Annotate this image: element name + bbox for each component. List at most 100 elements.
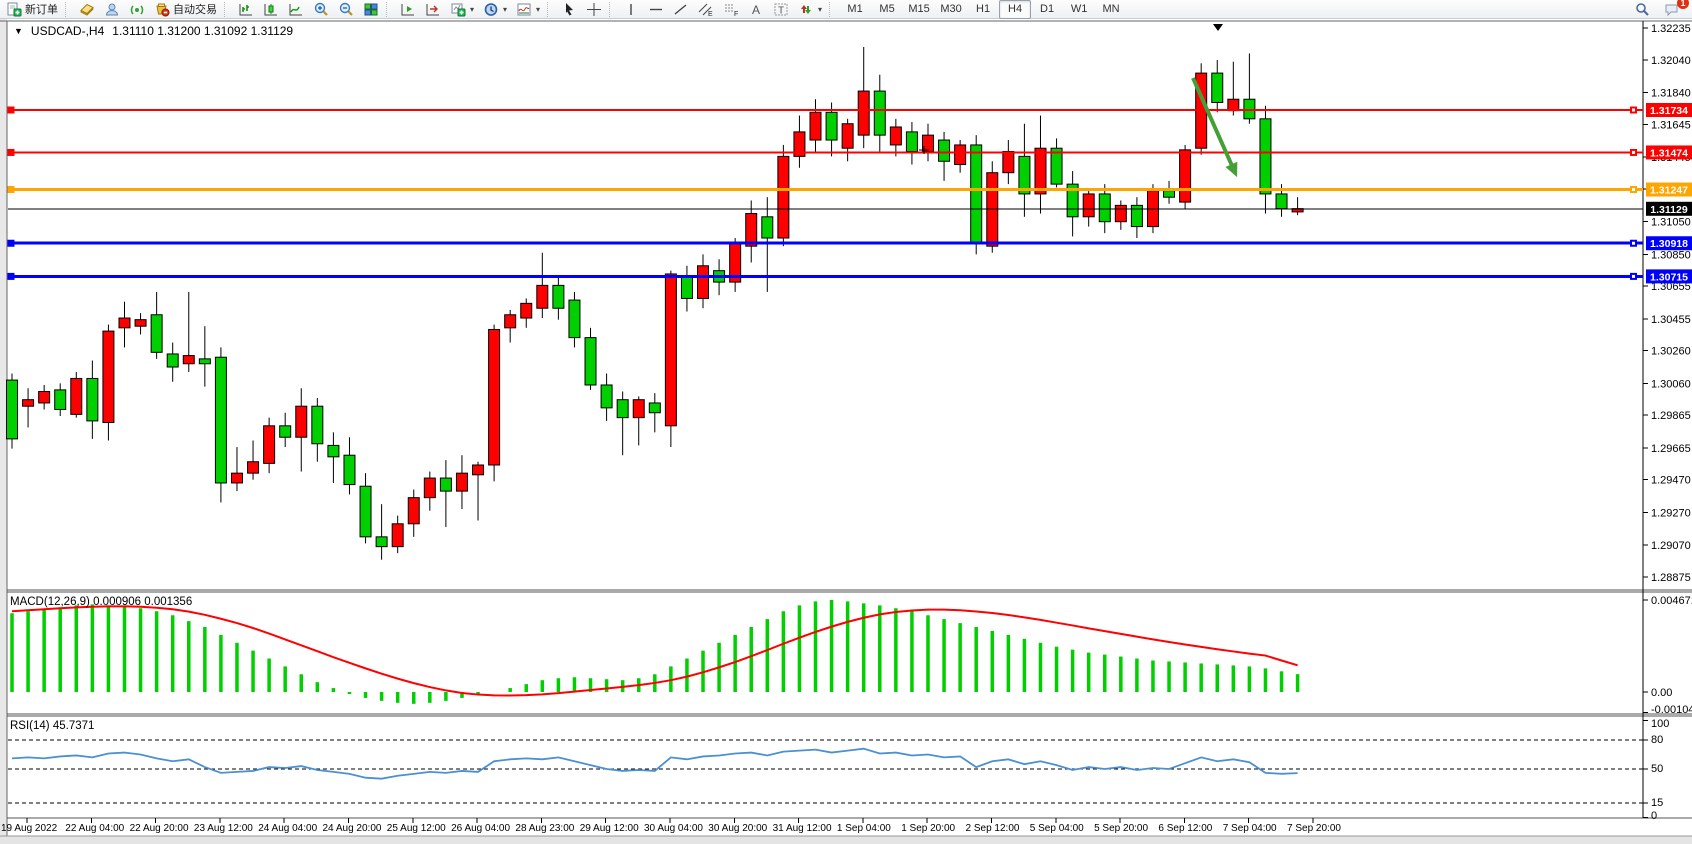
chart-window: ▼ USDCAD-,H4 1.31110 1.31200 1.31092 1.3…: [0, 19, 1692, 844]
new-chart-button[interactable]: ▾: [446, 0, 478, 19]
svg-text:1.31050: 1.31050: [1651, 217, 1691, 229]
trendline-tool-button[interactable]: [669, 0, 693, 19]
vline-tool-button[interactable]: [619, 0, 643, 19]
auto-scroll-button[interactable]: [396, 0, 420, 19]
price-badge: [1646, 182, 1692, 197]
channel-tool-button[interactable]: E: [694, 0, 718, 19]
macd-signal-line: [11, 605, 1298, 697]
timeframe-h1-button[interactable]: H1: [976, 3, 991, 15]
cursor-tool-button[interactable]: [557, 0, 581, 19]
new-order-button[interactable]: 新订单: [2, 0, 62, 19]
svg-text:30 Aug 20:00: 30 Aug 20:00: [708, 823, 767, 834]
timeframe-m5-button[interactable]: M5: [879, 3, 895, 15]
svg-text:1.30850: 1.30850: [1651, 249, 1691, 261]
signals-button[interactable]: [125, 0, 149, 19]
hline-1.31247[interactable]: 1.31247: [7, 182, 1692, 197]
macd-indicator: 0.004671 0.00 -0.001044: [10, 595, 1692, 716]
text-label-tool-button[interactable]: T: [769, 0, 793, 19]
bar-chart-button[interactable]: [234, 0, 258, 19]
hline-1.30715[interactable]: 1.30715: [7, 269, 1692, 284]
timeframe-m1-button[interactable]: M1: [847, 3, 863, 15]
svg-text:5 Sep 20:00: 5 Sep 20:00: [1094, 823, 1148, 834]
timeframe-m30-button[interactable]: M30: [940, 3, 962, 15]
crosshair-tool-button[interactable]: [582, 0, 606, 19]
timeframe-toolbar: M1 M5 M15 M30 H1 H4 D1 W1 MN: [839, 0, 1127, 19]
dropdown-arrow-icon: ▾: [818, 4, 823, 14]
timeframe-d1-button[interactable]: D1: [1040, 3, 1055, 15]
svg-text:1.28875: 1.28875: [1651, 572, 1691, 584]
price-badge: [1646, 201, 1692, 216]
search-button[interactable]: [1630, 0, 1654, 19]
arrows-tool-button[interactable]: ▾: [794, 0, 826, 19]
annotation-arrow[interactable]: [1191, 77, 1238, 178]
hline-1.31474[interactable]: 1.31474: [7, 145, 1692, 160]
fibonacci-icon: F: [723, 2, 739, 18]
toolbar-separator: [65, 1, 72, 17]
timeframe-m15-button[interactable]: M15: [908, 3, 930, 15]
svg-text:80: 80: [1651, 734, 1663, 746]
price-badge: [1646, 103, 1692, 117]
svg-text:7 Sep 04:00: 7 Sep 04:00: [1223, 823, 1277, 834]
svg-text:1.30918: 1.30918: [1650, 238, 1688, 250]
tile-windows-button[interactable]: [359, 0, 383, 19]
chart-shift-button[interactable]: [421, 0, 445, 19]
zoom-in-icon: [313, 2, 329, 17]
profile-button[interactable]: [100, 0, 124, 19]
svg-text:1.29865: 1.29865: [1651, 410, 1691, 422]
trendline-icon: [673, 2, 689, 17]
svg-text:1.31474: 1.31474: [1650, 147, 1688, 159]
signal-icon: [129, 2, 145, 17]
hline-1.31734[interactable]: 1.31734: [7, 103, 1692, 117]
toolbar-separator: [386, 1, 393, 17]
gold-book-icon: [79, 2, 95, 17]
timeframe-mn-button[interactable]: MN: [1102, 3, 1120, 15]
indicators-button[interactable]: ▾: [512, 0, 544, 19]
hline-tool-button[interactable]: [644, 0, 668, 19]
line-chart-button[interactable]: [284, 0, 308, 19]
svg-text:1.30260: 1.30260: [1651, 346, 1691, 358]
svg-text:1.29070: 1.29070: [1651, 540, 1691, 552]
dropdown-arrow-icon: ▾: [536, 4, 541, 14]
chart-menu-triangle-icon[interactable]: ▼: [14, 26, 23, 36]
svg-text:1.31129: 1.31129: [1650, 204, 1688, 216]
timeframe-h4-button[interactable]: H4: [999, 0, 1032, 19]
search-icon: [1634, 2, 1650, 17]
notifications-button[interactable]: 1: [1660, 0, 1689, 19]
profiles-button[interactable]: ▾: [479, 0, 511, 19]
new-order-icon: [6, 2, 22, 17]
indicators-icon: [516, 2, 532, 17]
macd-values: 0.000906 0.001356: [93, 596, 193, 608]
svg-text:7 Sep 20:00: 7 Sep 20:00: [1287, 823, 1341, 834]
svg-text:0.00: 0.00: [1651, 687, 1672, 699]
chart-canvas[interactable]: 1.322351.320401.318401.316451.314451.312…: [0, 19, 1692, 844]
auto-trading-button[interactable]: 自动交易: [150, 0, 221, 19]
text-icon: A: [748, 2, 764, 17]
tile-windows-icon: [363, 2, 379, 17]
zoom-out-button[interactable]: [334, 0, 358, 19]
toolbar-separator: [609, 1, 616, 17]
svg-text:2 Sep 12:00: 2 Sep 12:00: [966, 823, 1020, 834]
svg-text:1.32235: 1.32235: [1651, 23, 1691, 35]
dropdown-arrow-icon: ▾: [470, 4, 475, 14]
text-tool-button[interactable]: A: [744, 0, 768, 19]
svg-text:0.004671: 0.004671: [1651, 595, 1692, 607]
hline-1.31129[interactable]: 1.31129: [8, 201, 1692, 216]
svg-text:24 Aug 04:00: 24 Aug 04:00: [258, 823, 317, 834]
toolbar-separator: [829, 1, 836, 17]
quote-ohlc-label: 1.31110 1.31200 1.31092 1.31129: [112, 24, 294, 38]
toolbar-separator: [224, 1, 231, 17]
svg-text:31 Aug 12:00: 31 Aug 12:00: [773, 823, 832, 834]
market-watch-button[interactable]: [75, 0, 99, 19]
candle-chart-button[interactable]: [259, 0, 283, 19]
hline-1.30918[interactable]: 1.30918: [7, 236, 1692, 251]
shift-marker-icon[interactable]: [1213, 24, 1223, 31]
svg-text:1.30715: 1.30715: [1650, 271, 1688, 283]
notification-badge: 1: [1677, 0, 1689, 9]
zoom-in-button[interactable]: [309, 0, 333, 19]
timeframe-w1-button[interactable]: W1: [1070, 3, 1088, 15]
svg-text:1.30060: 1.30060: [1651, 378, 1691, 390]
rsi-label: RSI(14) 45.7371: [10, 720, 95, 732]
fibonacci-tool-button[interactable]: F: [719, 0, 743, 19]
svg-text:1.29665: 1.29665: [1651, 443, 1691, 455]
rsi-indicator: 100 80 50 150: [8, 718, 1669, 822]
